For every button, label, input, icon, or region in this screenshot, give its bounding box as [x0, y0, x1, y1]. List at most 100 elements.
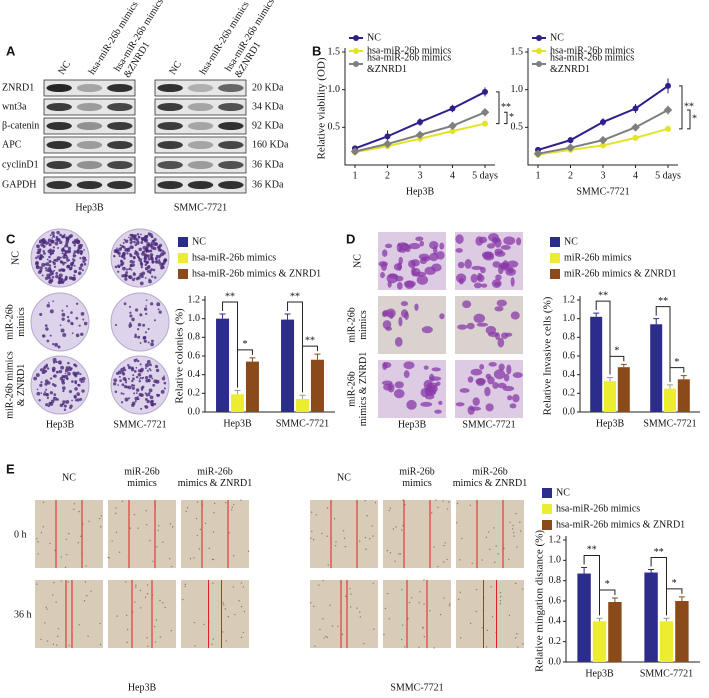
- speck: [135, 584, 137, 586]
- speck: [64, 566, 67, 568]
- speck: [199, 528, 202, 531]
- colony: [140, 407, 143, 410]
- colony: [141, 250, 145, 254]
- cell: [512, 394, 520, 403]
- colony: [69, 234, 73, 238]
- sig-label: **: [658, 296, 668, 307]
- speck: [342, 530, 345, 532]
- y-tick-label: 0.6: [563, 350, 576, 361]
- speck: [189, 558, 192, 560]
- speck: [40, 531, 43, 534]
- cell: [476, 274, 485, 283]
- speck: [433, 647, 435, 649]
- colony: [49, 278, 54, 283]
- colony: [149, 249, 153, 253]
- colony: [162, 251, 166, 255]
- colony: [139, 313, 143, 317]
- colony: [82, 318, 85, 321]
- colony: [150, 302, 154, 306]
- sig-bracket: [609, 355, 625, 375]
- colony: [51, 272, 54, 276]
- speck: [42, 501, 45, 503]
- bar: [231, 394, 244, 412]
- speck: [429, 610, 431, 612]
- legend-label: NC: [556, 487, 570, 498]
- speck: [67, 581, 69, 583]
- colony: [36, 388, 39, 391]
- legend-label: miR-26b mimics: [564, 252, 632, 263]
- colony: [158, 310, 162, 314]
- bar: [296, 398, 309, 412]
- speck: [475, 610, 477, 613]
- colony: [45, 393, 49, 396]
- colony: [145, 260, 149, 264]
- colony: [131, 401, 136, 406]
- bar: [604, 381, 616, 412]
- y-tick-label: 1.2: [563, 294, 576, 305]
- speck: [443, 561, 445, 563]
- speck: [335, 541, 337, 543]
- cell: [455, 234, 464, 244]
- speck: [213, 502, 216, 505]
- cell: [488, 331, 499, 338]
- colony: [144, 376, 149, 380]
- colony: [135, 392, 138, 395]
- legend-swatch: [178, 269, 188, 279]
- speck: [146, 593, 149, 595]
- colony: [61, 235, 65, 239]
- cell: [506, 364, 512, 375]
- point: [480, 108, 490, 117]
- colony: [76, 238, 79, 241]
- sig-label: *: [672, 578, 677, 589]
- size-label: 36 KDa: [252, 159, 284, 170]
- colony: [133, 370, 137, 373]
- cell: [431, 367, 441, 372]
- legend-label: hsa-miR-26b mimics: [367, 45, 451, 56]
- colony: [150, 342, 154, 347]
- colony: [63, 233, 66, 236]
- legend-marker: [536, 48, 542, 54]
- colony: [44, 369, 48, 373]
- colony: [127, 385, 132, 390]
- colony: [42, 249, 45, 253]
- cell: [510, 277, 515, 287]
- speck: [152, 560, 154, 562]
- row-label: 0 h: [14, 529, 27, 540]
- speck: [51, 594, 54, 596]
- speck: [52, 643, 55, 646]
- colony: [60, 279, 65, 284]
- blot-band: [107, 122, 133, 130]
- speck: [157, 529, 159, 532]
- colony: [53, 250, 55, 252]
- colony: [137, 240, 140, 243]
- colony: [55, 360, 58, 364]
- colony: [113, 382, 117, 386]
- speck: [169, 523, 172, 525]
- speck: [430, 512, 433, 514]
- speck: [435, 499, 437, 501]
- colony: [144, 392, 147, 395]
- cell: [507, 395, 513, 401]
- legend-marker: [353, 35, 359, 41]
- colony: [71, 276, 76, 281]
- protein-label: wnt3a: [2, 101, 27, 112]
- legend-label: hsa-miR-26b mimics: [192, 252, 276, 263]
- speck: [227, 615, 230, 618]
- colony: [63, 408, 67, 411]
- sig-label: **: [598, 290, 608, 301]
- colony: [148, 374, 153, 379]
- colony: [145, 299, 148, 302]
- y-tick-label: 0.5: [511, 122, 524, 133]
- dish: [110, 292, 170, 352]
- speck: [499, 600, 502, 602]
- blot-strip: [43, 156, 136, 174]
- colony: [45, 403, 49, 407]
- y-axis-title: Relative viability (OD): [316, 57, 328, 159]
- colony: [39, 312, 43, 316]
- colony: [62, 268, 66, 272]
- colony: [57, 345, 61, 349]
- sig-label: **: [305, 335, 315, 346]
- speck: [186, 507, 189, 509]
- colony: [132, 272, 136, 277]
- y-axis-title: Relative colonies (%): [174, 308, 186, 404]
